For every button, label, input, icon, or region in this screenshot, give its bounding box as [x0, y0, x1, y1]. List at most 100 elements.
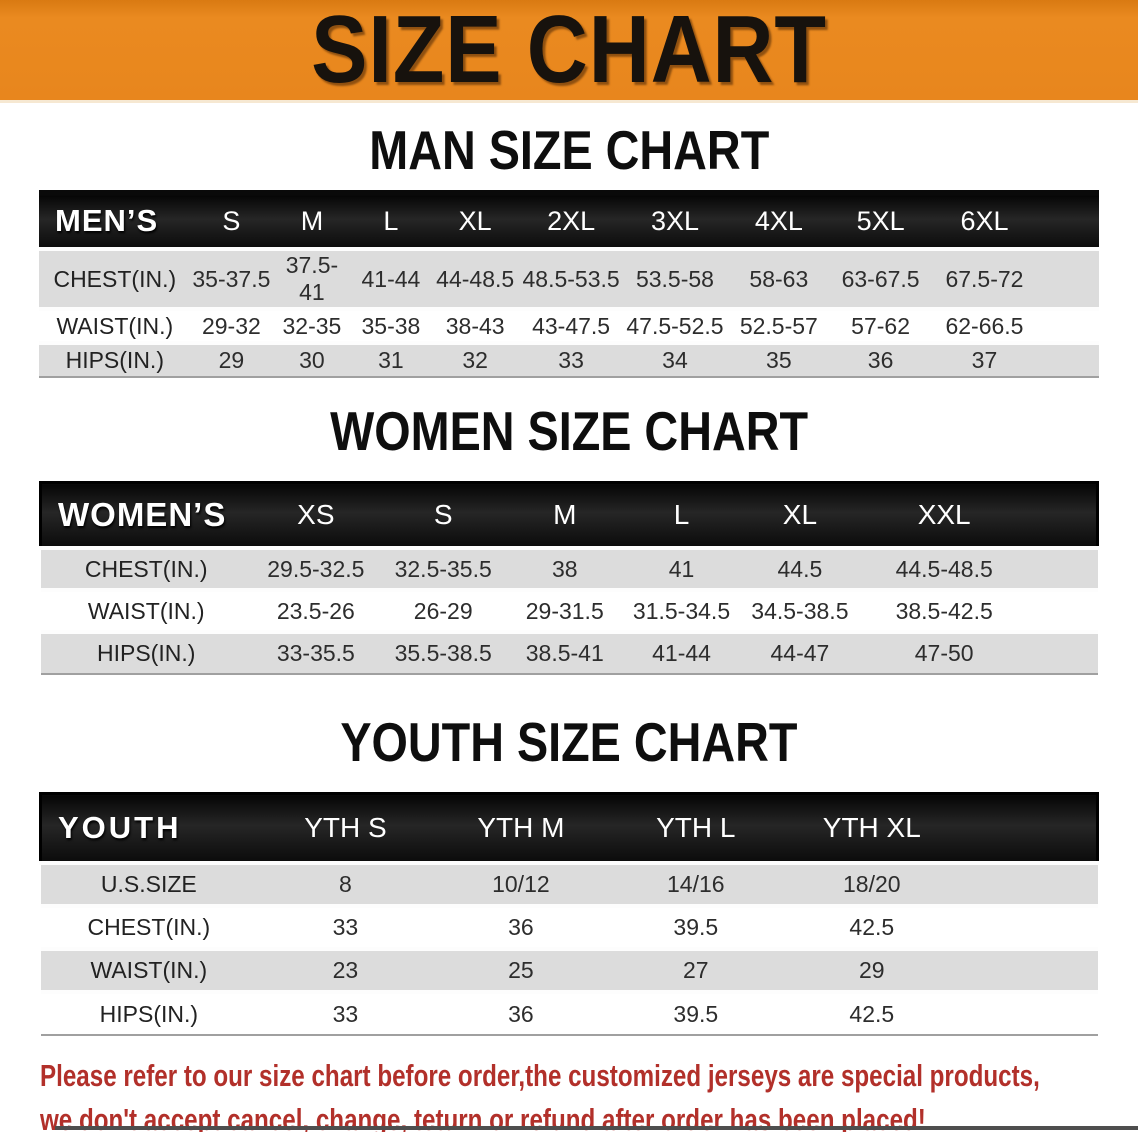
- measurement-value: 36: [829, 343, 932, 377]
- filler-cell: [1037, 249, 1099, 309]
- measurement-value: 29.5-32.5: [251, 548, 380, 590]
- measurement-value: 38-43: [430, 309, 521, 343]
- measurement-label: CHEST(IN.): [39, 249, 191, 309]
- table-corner-label: YOUTH: [39, 792, 258, 865]
- measurement-label: WAIST(IN.): [40, 949, 258, 992]
- measurement-label: HIPS(IN.): [40, 632, 252, 674]
- measurement-value: 53.5-58: [621, 249, 728, 309]
- size-column-header: L: [622, 481, 741, 550]
- measurement-row: U.S.SIZE 8 10/12 14/16 18/20: [40, 863, 1098, 906]
- size-column-header: XS: [251, 481, 380, 550]
- table-corner-label: WOMEN’S: [38, 481, 252, 550]
- banner: SIZE CHART: [0, 0, 1138, 103]
- measurement-value: 44.5: [740, 548, 860, 590]
- size-header-row: WOMEN’S XS S M L XL XXL: [38, 481, 1099, 550]
- size-header-row: YOUTH YTH S YTH M YTH L YTH XL: [39, 792, 1100, 865]
- measurement-value: 30: [272, 343, 352, 377]
- measurement-value: 35: [727, 343, 830, 377]
- measurement-value: 29-31.5: [506, 590, 623, 632]
- measurement-value: 36: [433, 906, 609, 949]
- measurement-value: 38.5-41: [506, 632, 623, 674]
- measurement-value: 29: [190, 343, 273, 377]
- measurement-value: 63-67.5: [829, 249, 932, 309]
- disclaimer-line-1-text: Please refer to our size chart before or…: [40, 1058, 1040, 1093]
- measurement-value: 34.5-38.5: [740, 590, 860, 632]
- men-section-heading-text: MAN SIZE CHART: [369, 119, 769, 181]
- measurement-value: 32-35: [272, 309, 352, 343]
- size-column-header: L: [351, 190, 431, 249]
- women-size-table: WOMEN’S XS S M L XL XXL CHEST(IN.) 29.5-32.5 32.5…: [38, 481, 1099, 675]
- size-column-header: XL: [740, 481, 860, 550]
- disclaimer-line-1: Please refer to our size chart before or…: [40, 1054, 1138, 1098]
- measurement-value: 38: [506, 548, 623, 590]
- measurement-value: 47.5-52.5: [621, 309, 728, 343]
- measurement-row: CHEST(IN.) 35-37.5 37.5-41 41-44 44-48.5 48.5…: [39, 249, 1099, 309]
- measurement-row: CHEST(IN.) 33 36 39.5 42.5: [40, 906, 1098, 949]
- measurement-value: 43-47.5: [520, 309, 622, 343]
- measurement-value: 35.5-38.5: [379, 632, 507, 674]
- size-column-header: S: [190, 190, 273, 249]
- measurement-value: 26-29: [379, 590, 507, 632]
- measurement-value: 36: [433, 992, 609, 1035]
- measurement-value: 47-50: [859, 632, 1029, 674]
- measurement-label: WAIST(IN.): [40, 590, 252, 632]
- women-section-heading-text: WOMEN SIZE CHART: [330, 400, 808, 462]
- measurement-value: 62-66.5: [931, 309, 1038, 343]
- filler-cell: [1028, 481, 1099, 550]
- bottom-edge-line: [55, 1126, 1138, 1130]
- measurement-value: 41-44: [622, 632, 741, 674]
- measurement-value: 44.5-48.5: [859, 548, 1029, 590]
- measurement-value: 48.5-53.5: [520, 249, 622, 309]
- page-title: SIZE CHART: [311, 0, 827, 103]
- measurement-value: 25: [433, 949, 609, 992]
- measurement-row: HIPS(IN.) 33-35.5 35.5-38.5 38.5-41 41-44 44-…: [40, 632, 1098, 674]
- measurement-row: HIPS(IN.) 29 30 31 32 33 34 35 36 37: [39, 343, 1099, 377]
- measurement-value: 8: [257, 863, 434, 906]
- measurement-value: 31.5-34.5: [622, 590, 741, 632]
- filler-cell: [1037, 190, 1099, 249]
- measurement-value: 33-35.5: [251, 632, 380, 674]
- size-column-header: YTH XL: [783, 792, 961, 865]
- size-column-header: YTH S: [257, 792, 434, 865]
- measurement-value: 33: [257, 992, 434, 1035]
- measurement-label: CHEST(IN.): [40, 906, 258, 949]
- youth-section-heading-text: YOUTH SIZE CHART: [340, 711, 798, 773]
- youth-size-section: YOUTH SIZE CHART YOUTH YTH S YTH M YTH L YTH…: [0, 715, 1138, 1036]
- filler-cell: [960, 863, 1098, 906]
- size-column-header: XXL: [859, 481, 1029, 550]
- youth-section-heading: YOUTH SIZE CHART: [0, 715, 1138, 770]
- filler-cell: [1037, 343, 1099, 377]
- measurement-label: U.S.SIZE: [40, 863, 258, 906]
- filler-cell: [960, 992, 1098, 1035]
- men-size-section: MAN SIZE CHART MEN’S S M L XL 2XL 3XL 4XL 5XL 6XL…: [0, 123, 1138, 378]
- measurement-value: 33: [520, 343, 622, 377]
- measurement-value: 37: [931, 343, 1038, 377]
- measurement-value: 18/20: [783, 863, 961, 906]
- measurement-value: 34: [621, 343, 728, 377]
- measurement-value: 42.5: [783, 992, 961, 1035]
- disclaimer: Please refer to our size chart before or…: [40, 1054, 1138, 1132]
- measurement-value: 10/12: [433, 863, 609, 906]
- size-column-header: YTH L: [608, 792, 784, 865]
- men-section-heading: MAN SIZE CHART: [0, 123, 1138, 178]
- youth-size-table: YOUTH YTH S YTH M YTH L YTH XL U.S.SIZE 8 10/12…: [39, 792, 1100, 1036]
- measurement-value: 57-62: [829, 309, 932, 343]
- measurement-value: 44-47: [740, 632, 860, 674]
- filler-cell: [1028, 632, 1098, 674]
- measurement-row: HIPS(IN.) 33 36 39.5 42.5: [40, 992, 1098, 1035]
- measurement-value: 41-44: [351, 249, 431, 309]
- measurement-value: 37.5-41: [272, 249, 352, 309]
- measurement-value: 32: [430, 343, 521, 377]
- measurement-row: CHEST(IN.) 29.5-32.5 32.5-35.5 38 41 44.5 44.5…: [40, 548, 1098, 590]
- measurement-label: HIPS(IN.): [39, 343, 191, 377]
- measurement-value: 14/16: [608, 863, 784, 906]
- measurement-value: 52.5-57: [727, 309, 830, 343]
- women-section-heading: WOMEN SIZE CHART: [0, 404, 1138, 459]
- filler-cell: [1028, 590, 1098, 632]
- size-column-header: 6XL: [931, 190, 1038, 249]
- size-column-header: 5XL: [829, 190, 932, 249]
- measurement-value: 29: [783, 949, 961, 992]
- measurement-value: 27: [608, 949, 784, 992]
- measurement-value: 35-37.5: [190, 249, 273, 309]
